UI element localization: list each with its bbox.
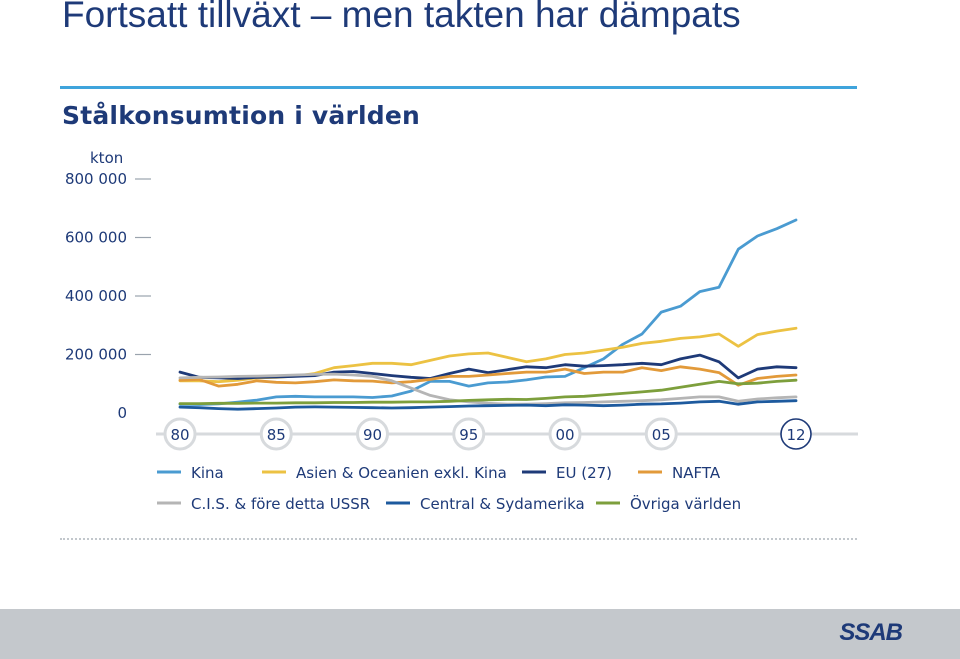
series-line [178, 218, 798, 406]
y-tick-label: 400 000 [65, 287, 127, 305]
chart-title: Stålkonsumtion i världen [62, 101, 421, 130]
line-chart: kton 0 200 000 400 000 600 000 800 000 80 85 90… [65, 149, 858, 513]
legend-label: Asien & Oceanien exkl. Kina [296, 464, 507, 482]
slide-title: Fortsatt tillväxt – men takten har dämpa… [62, 0, 741, 35]
footer-bar [0, 609, 960, 659]
legend: Kina Asien & Oceanien exkl. Kina EU (27) NA… [157, 464, 741, 513]
bottom-dotted-divider [60, 538, 857, 540]
x-tick-label: 90 [363, 426, 382, 444]
x-tick-label: 12 [786, 426, 805, 444]
legend-label: Central & Sydamerika [420, 495, 585, 513]
legend-label: Övriga världen [630, 494, 741, 513]
series-line [178, 365, 798, 388]
x-tick-circle [548, 417, 582, 451]
series-line [178, 399, 798, 411]
legend-label: NAFTA [672, 464, 721, 482]
y-tick-label: 600 000 [65, 229, 127, 247]
top-divider [60, 86, 857, 89]
y-tick-label: 200 000 [65, 346, 127, 364]
x-tick-circle [356, 417, 389, 451]
x-tick-label: 85 [267, 426, 286, 444]
series-line [178, 372, 798, 406]
x-tick-circle [259, 417, 293, 451]
y-axis: kton 0 200 000 400 000 600 000 800 000 [65, 149, 151, 422]
legend-label: EU (27) [556, 464, 612, 482]
y-unit-label: kton [90, 149, 123, 167]
series-line [178, 378, 798, 406]
x-tick-label: 05 [652, 426, 671, 444]
x-tick-circle [163, 417, 197, 451]
x-axis: 80 85 90 95 00 05 12 [156, 417, 858, 451]
legend-label: C.I.S. & före detta USSR [191, 495, 370, 513]
legend-label: Kina [191, 464, 224, 482]
y-tick-label: 0 [117, 404, 127, 422]
x-tick-label: 00 [555, 426, 574, 444]
x-tick-label: 95 [459, 426, 478, 444]
x-tick-circle [780, 418, 812, 450]
x-tick-circle [644, 417, 678, 451]
x-tick-label: 80 [170, 426, 189, 444]
ssab-logo: SSAB [839, 619, 903, 646]
y-tick-label: 800 000 [65, 170, 127, 188]
series-lines [178, 218, 798, 411]
footer-gap [0, 604, 960, 609]
x-tick-circle [452, 417, 486, 451]
